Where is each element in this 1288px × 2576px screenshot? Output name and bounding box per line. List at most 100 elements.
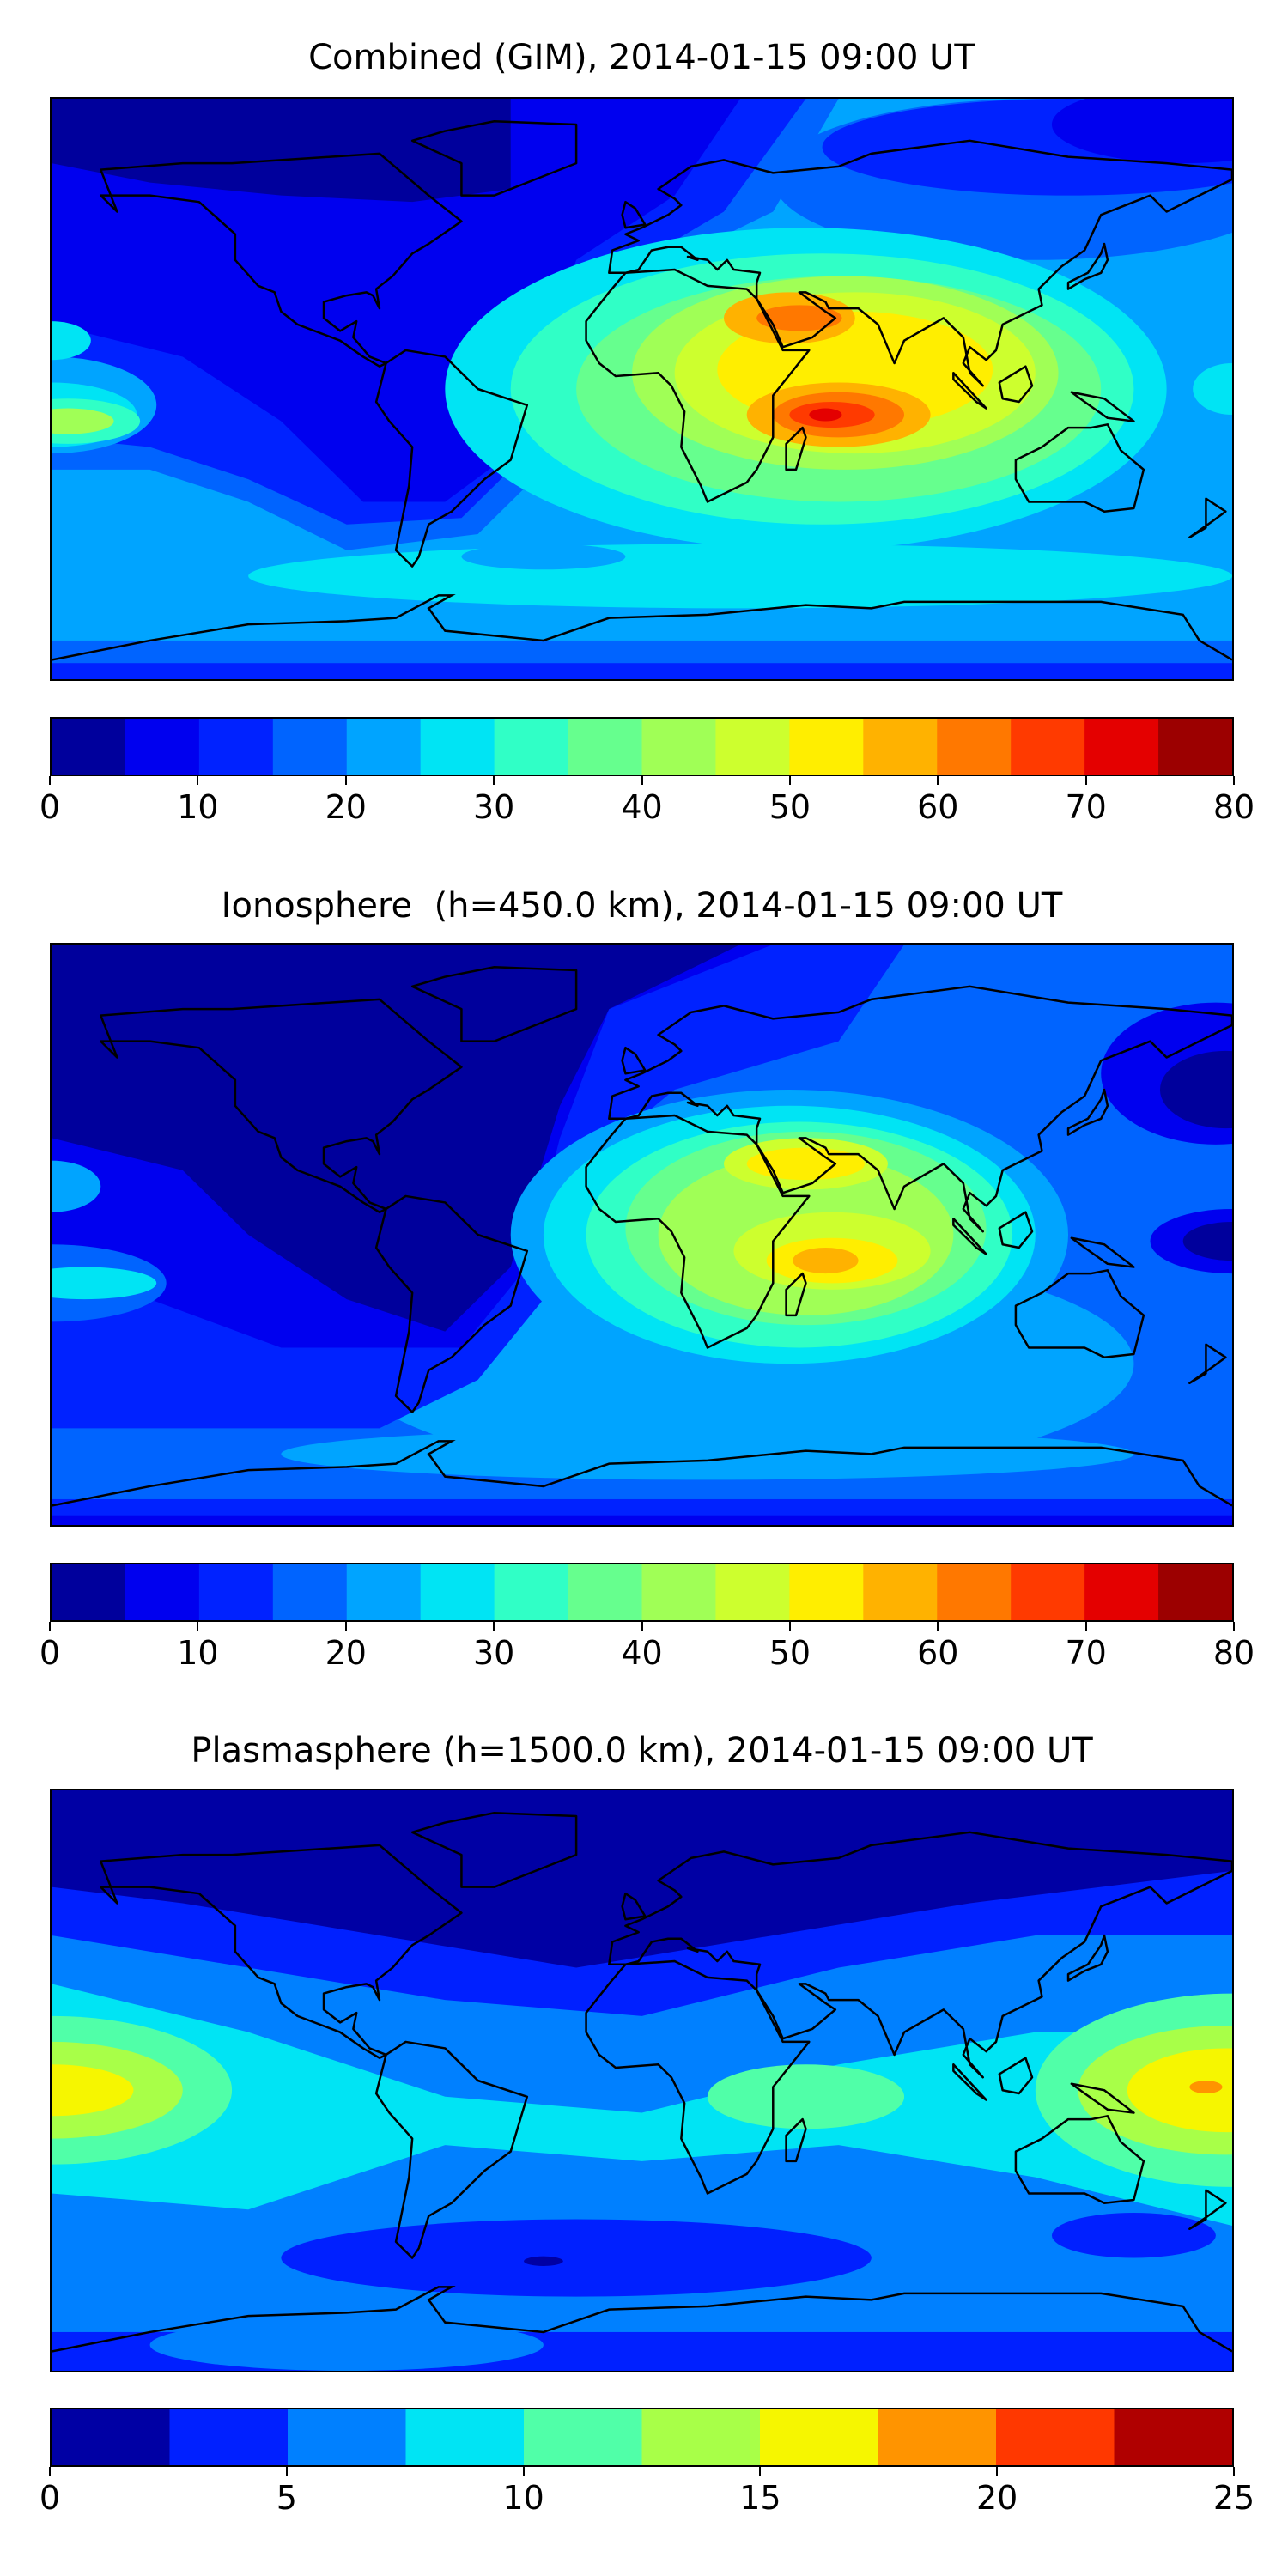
contour-region [248, 544, 1232, 609]
contour-region [52, 321, 91, 361]
coastline-sumatra [953, 2064, 986, 2099]
colorbar-segment [198, 1564, 274, 1620]
colorbar-tick-label: 40 [621, 1634, 663, 1672]
coastline-eurasia [609, 1832, 1232, 2077]
colorbar-tick-label: 25 [1212, 2479, 1255, 2517]
contour-region [52, 1515, 1232, 1525]
colorbar-tick-mark [1233, 776, 1235, 785]
panel-2-colorbar-ticks: 0 10 20 30 40 50 60 70 80 [39, 1622, 1255, 1674]
colorbar-segment [272, 719, 348, 775]
coastline-new-zealand [1189, 2190, 1225, 2229]
contour-region [1193, 362, 1232, 416]
contour-region [52, 1160, 101, 1212]
colorbar-segment [52, 719, 126, 775]
colorbar-segment [715, 1564, 791, 1620]
colorbar-tick-label: 60 [917, 1634, 959, 1672]
colorbar-tick-label: 60 [917, 788, 959, 826]
contour-region [281, 1428, 1134, 1480]
coastline-antarctica [52, 595, 1232, 659]
colorbar-tick-mark [49, 776, 51, 785]
colorbar-segment [937, 719, 1012, 775]
colorbar-tick-mark [788, 776, 791, 785]
contour-region [461, 544, 626, 570]
contour-region [793, 1248, 859, 1274]
colorbar-tick-mark [522, 2467, 525, 2476]
colorbar-segment [1084, 719, 1159, 775]
colorbar-tick-mark [197, 776, 199, 785]
coastline-africa [586, 1115, 810, 1347]
coastline-north-america [100, 1845, 461, 2058]
coastline-britain [623, 202, 646, 228]
coastline-eurasia [609, 141, 1232, 386]
coastline-australia [1016, 424, 1144, 511]
coastline-borneo [999, 367, 1032, 402]
contour-region [1189, 2081, 1223, 2094]
coastline-south-america [376, 1196, 527, 1413]
colorbar-tick-mark [996, 2467, 999, 2476]
coastline-japan [1068, 1090, 1108, 1135]
colorbar-segment [641, 1564, 717, 1620]
contour-region [281, 2219, 872, 2297]
coastline-north-america [100, 154, 461, 367]
colorbar-tick-label: 0 [39, 2479, 61, 2517]
colorbar-tick-mark [49, 1622, 51, 1631]
contour-region [1051, 2212, 1216, 2258]
colorbar-tick-label: 80 [1212, 1634, 1255, 1672]
contour-region [52, 663, 1232, 679]
colorbar-segment [996, 2409, 1115, 2465]
coastline-greenland [412, 1813, 576, 1886]
contour-region [746, 1147, 866, 1181]
coastline-borneo [999, 2058, 1032, 2093]
colorbar-tick-label: 0 [39, 788, 61, 826]
colorbar-segment [863, 1564, 938, 1620]
colorbar-segment [346, 1564, 422, 1620]
colorbar-segment [524, 2409, 643, 2465]
colorbar-segment [878, 2409, 997, 2465]
panel-1-colorbar-ticks: 0 10 20 30 40 50 60 70 80 [39, 776, 1255, 828]
colorbar-segment [1011, 719, 1085, 775]
panel-2-title: Ionosphere (h=450.0 km), 2014-01-15 09:0… [221, 886, 1063, 926]
colorbar-tick-mark [1233, 1622, 1235, 1631]
contour-region [52, 945, 741, 1332]
colorbar-segment [568, 719, 643, 775]
contour-region [52, 1984, 1232, 2226]
contour-region [809, 408, 842, 422]
coastline-antarctica [52, 1441, 1232, 1505]
colorbar-tick-label: 0 [39, 1634, 61, 1672]
colorbar-tick-mark [1233, 2467, 1235, 2476]
colorbar-segment [1011, 1564, 1085, 1620]
colorbar-segment [1114, 2409, 1232, 2465]
contour-region [52, 1790, 1232, 1968]
coastline-south-america [376, 2042, 527, 2258]
panel-2-colorbar [50, 1563, 1234, 1622]
panel-1-title: Combined (GIM), 2014-01-15 09:00 UT [308, 38, 975, 77]
coastline-africa [586, 270, 810, 501]
coastline-britain [623, 1893, 646, 1919]
colorbar-tick-mark [788, 1622, 791, 1631]
colorbar-tick-mark [1084, 1622, 1087, 1631]
coastline-madagascar [787, 2119, 806, 2161]
colorbar-segment [1158, 1564, 1232, 1620]
contour-region [707, 2064, 905, 2129]
colorbar-segment [125, 719, 200, 775]
colorbar-segment [198, 719, 274, 775]
colorbar-tick-mark [641, 1622, 643, 1631]
colorbar-segment [420, 1564, 495, 1620]
coastlines [52, 121, 1232, 659]
colorbar-tick-label: 5 [276, 2479, 297, 2517]
colorbar-tick-mark [285, 2467, 288, 2476]
contour-region [52, 99, 511, 203]
colorbar-tick-label: 30 [472, 1634, 515, 1672]
colorbar-segment [789, 719, 864, 775]
coastline-sumatra [953, 373, 986, 408]
coastline-new-zealand [1189, 499, 1225, 538]
contour-region [52, 2064, 134, 2117]
colorbar-tick-label: 10 [177, 788, 219, 826]
panel-1-map [50, 97, 1234, 681]
colorbar-segment [346, 719, 422, 775]
colorbar-segment [715, 719, 791, 775]
panel-3-colorbar-ticks: 0 5 10 15 20 25 [39, 2467, 1255, 2518]
colorbar-tick-label: 20 [325, 788, 367, 826]
colorbar-tick-mark [344, 1622, 347, 1631]
colorbar-segment [1158, 719, 1232, 775]
